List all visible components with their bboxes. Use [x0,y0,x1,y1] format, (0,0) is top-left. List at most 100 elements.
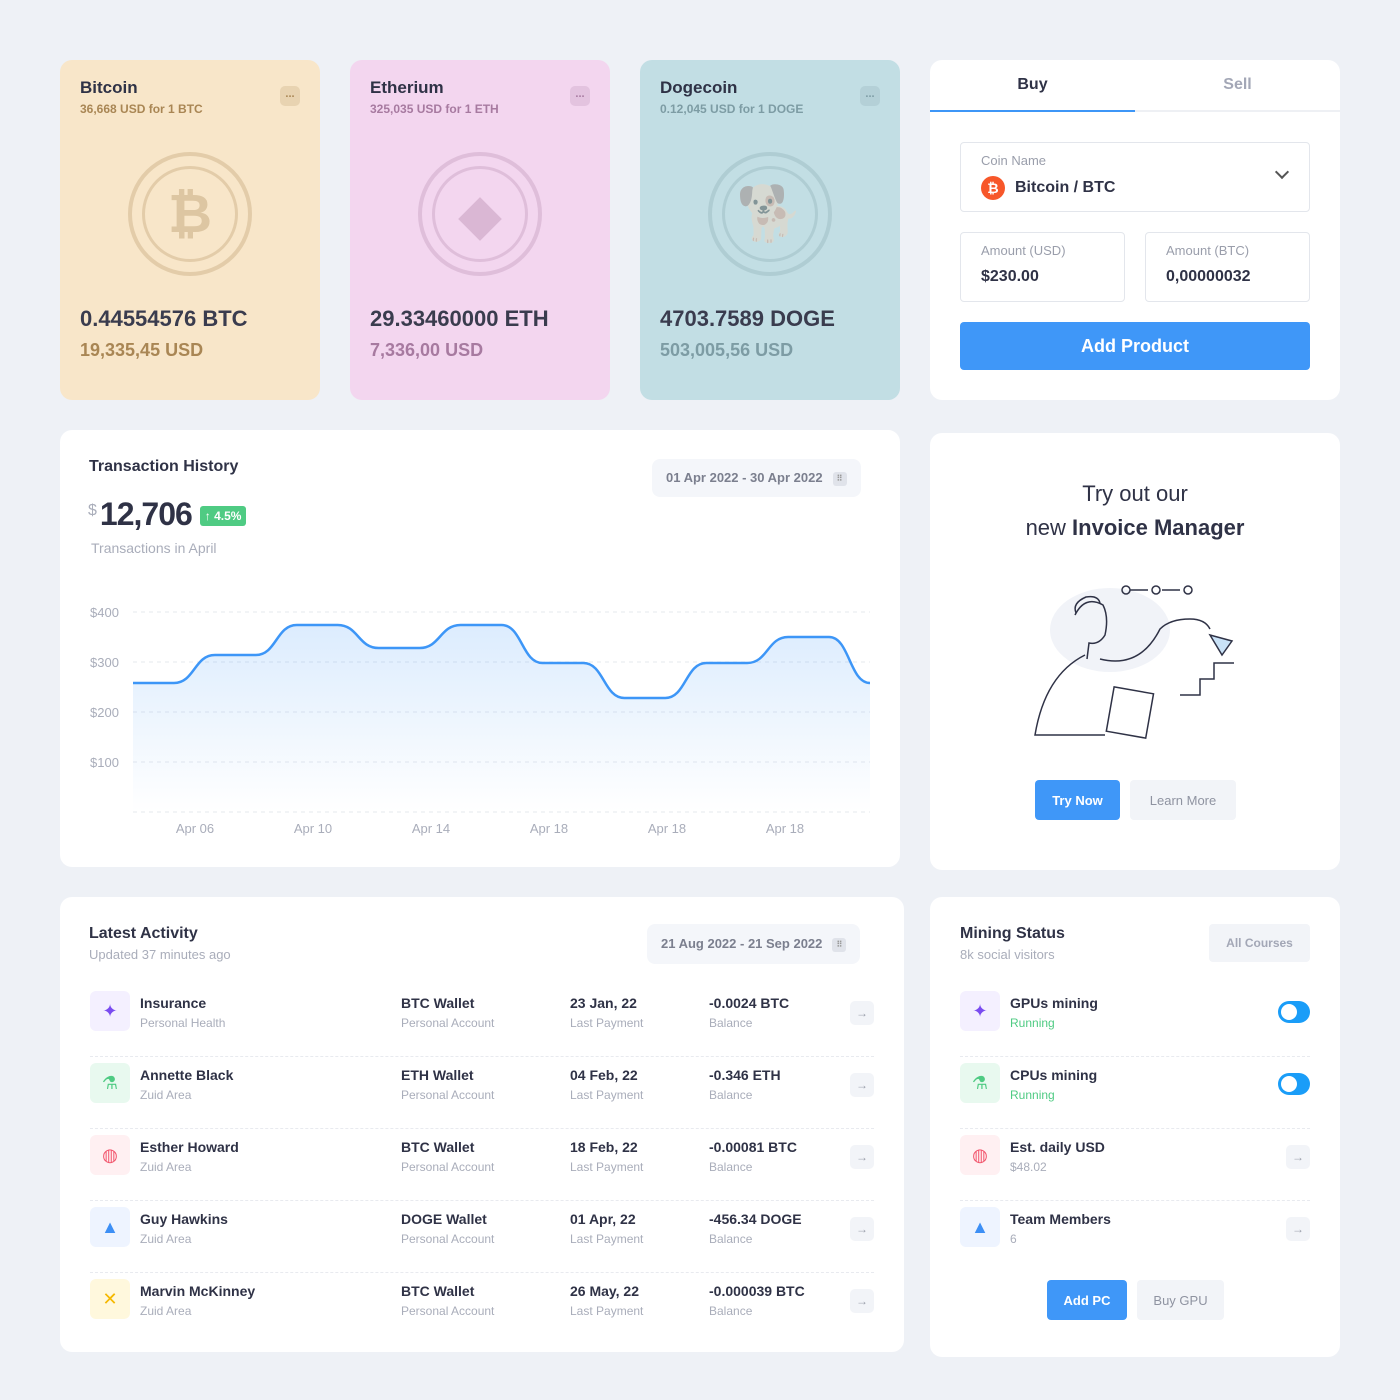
buy-gpu-button[interactable]: Buy GPU [1137,1280,1224,1320]
amount-usd-field[interactable]: Amount (USD) $230.00 [960,232,1125,302]
activity-subtitle: Updated 37 minutes ago [89,947,231,962]
activity-date-range-picker[interactable]: 21 Aug 2022 - 21 Sep 2022 ⠿ [647,924,861,964]
balance-label: Balance [709,1016,753,1030]
date-range-text: 01 Apr 2022 - 30 Apr 2022 [666,470,823,485]
all-courses-button[interactable]: All Courses [1209,924,1310,962]
tab-buy[interactable]: Buy [930,60,1135,112]
transaction-total: 12,706 [99,496,193,532]
transaction-history-card: Transaction History 01 Apr 2022 - 30 Apr… [60,430,900,867]
coin-rate: 36,668 USD for 1 BTC [80,102,203,116]
calendar-icon: ⠿ [832,471,847,486]
mining-row: ✦ GPUs mining Running [960,985,1310,1057]
arrow-right-icon[interactable]: → [850,1145,874,1169]
x-tick-label: Apr 18 [648,821,686,836]
activity-row: ⚗ Annette Black Zuid Area ETH Wallet Perso… [90,1057,874,1129]
x-tick-label: Apr 18 [530,821,568,836]
x-tick-label: Apr 18 [766,821,804,836]
mining-toggle[interactable] [1278,1001,1310,1023]
payment-label: Last Payment [570,1232,644,1246]
coin-select[interactable]: Coin Name ₿ Bitcoin / BTC [960,142,1310,212]
payment-date: 01 Apr, 22 [570,1211,636,1227]
bitcoin-icon: ₿ [981,176,1005,200]
arrow-right-icon[interactable]: → [1286,1217,1310,1241]
payment-date: 18 Feb, 22 [570,1139,638,1155]
activity-title: Latest Activity [89,925,198,942]
payment-date: 26 May, 22 [570,1283,640,1299]
payment-date: 23 Jan, 22 [570,995,637,1011]
y-tick-label: $300 [90,655,119,670]
payment-label: Last Payment [570,1160,644,1174]
activity-sub: Zuid Area [140,1304,192,1318]
latest-activity-card: Latest Activity Updated 37 minutes ago 2… [60,897,904,1352]
mining-item-status: $48.02 [1010,1160,1047,1174]
payment-label: Last Payment [570,1088,644,1102]
sparkle-icon: ✦ [960,991,1000,1031]
mining-item-status: 6 [1010,1232,1017,1246]
lifebuoy-icon: ◍ [90,1135,130,1175]
mining-item-name: Est. daily USD [1010,1139,1105,1155]
currency-symbol: $ [88,502,97,519]
mining-item-name: Team Members [1010,1211,1111,1227]
lifebuoy-icon: ◍ [960,1135,1000,1175]
cross-icon: ✕ [90,1279,130,1319]
coin-card-bitcoin[interactable]: Bitcoin 36,668 USD for 1 BTC ... ₿ 0.445… [60,60,320,400]
coin-card-dogecoin[interactable]: Dogecoin 0.12,045 USD for 1 DOGE ... 🐕 4… [640,60,900,400]
try-now-button[interactable]: Try Now [1035,780,1120,820]
activity-name: Esther Howard [140,1139,239,1155]
learn-more-button[interactable]: Learn More [1130,780,1236,820]
balance-amount: -0.000039 BTC [709,1283,805,1299]
mining-subtitle: 8k social visitors [960,947,1055,962]
wallet-sub: Personal Account [401,1232,495,1246]
add-product-button[interactable]: Add Product [960,322,1310,370]
wallet-name: BTC Wallet [401,1283,475,1299]
coin-amount: 0.44554576 BTC [80,306,248,331]
mining-row: ⚗ CPUs mining Running [960,1057,1310,1129]
bitcoin-icon: ₿ [128,152,252,276]
tab-sell[interactable]: Sell [1223,76,1252,93]
more-options-button[interactable]: ... [280,86,300,106]
activity-name: Marvin McKinney [140,1283,256,1299]
more-options-button[interactable]: ... [570,86,590,106]
arrow-right-icon[interactable]: → [850,1073,874,1097]
change-badge: ↑ 4.5% [199,506,247,526]
y-tick-label: $200 [90,705,119,720]
mining-row: ▲ Team Members 6 → [960,1201,1310,1273]
more-options-button[interactable]: ... [860,86,880,106]
flask-icon: ⚗ [90,1063,130,1103]
activity-row: ◍ Esther Howard Zuid Area BTC Wallet Perso… [90,1129,874,1201]
trade-card: Buy Sell Coin Name ₿ Bitcoin / BTC Amoun… [930,60,1340,400]
ethereum-icon: ◆ [418,152,542,276]
arrow-right-icon[interactable]: → [850,1001,874,1025]
add-pc-button[interactable]: Add PC [1047,1280,1127,1320]
date-range-picker[interactable]: 01 Apr 2022 - 30 Apr 2022 ⠿ [652,459,861,497]
triangles-icon: ▲ [960,1207,1000,1247]
coin-label: Coin Name [981,153,1047,168]
x-tick-label: Apr 06 [176,821,214,836]
activity-name: Insurance [140,995,207,1011]
balance-amount: -0.346 ETH [709,1067,781,1083]
balance-label: Balance [709,1160,753,1174]
coin-name: Etherium [370,78,444,97]
coin-card-etherium[interactable]: Etherium 325,035 USD for 1 ETH ... ◆ 29.… [350,60,610,400]
arrow-right-icon[interactable]: → [1286,1145,1310,1169]
activity-sub: Zuid Area [140,1160,192,1174]
x-tick-label: Apr 14 [412,821,450,836]
arrow-right-icon[interactable]: → [850,1217,874,1241]
wallet-sub: Personal Account [401,1088,495,1102]
activity-sub: Zuid Area [140,1232,192,1246]
payment-label: Last Payment [570,1016,644,1030]
amount-btc-value: 0,00000032 [1166,268,1251,285]
amount-btc-field[interactable]: Amount (BTC) 0,00000032 [1145,232,1310,302]
wallet-name: ETH Wallet [401,1067,474,1083]
mining-toggle[interactable] [1278,1073,1310,1095]
x-tick-label: Apr 10 [294,821,332,836]
y-tick-label: $100 [90,755,119,770]
coin-usd: 503,005,56 USD [660,340,794,360]
activity-name: Annette Black [140,1067,234,1083]
promo-bold: Invoice Manager [1072,515,1245,540]
chart-area [133,625,870,812]
activity-row: ▲ Guy Hawkins Zuid Area DOGE Wallet Person… [90,1201,874,1273]
arrow-right-icon[interactable]: → [850,1289,874,1313]
activity-sub: Zuid Area [140,1088,192,1102]
balance-label: Balance [709,1304,753,1318]
